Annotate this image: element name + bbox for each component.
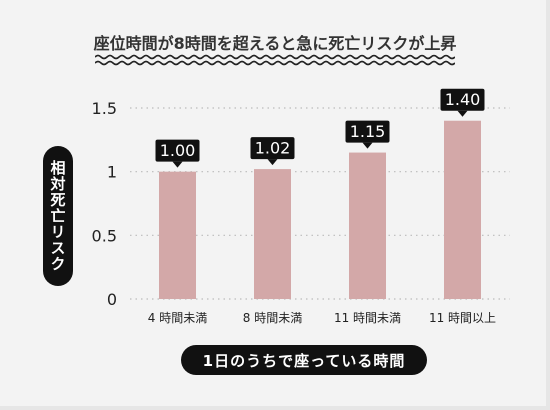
y-tick-label: 1.5 [92, 99, 117, 118]
wavy-divider [95, 54, 455, 66]
y-tick-label: 0.5 [92, 226, 117, 245]
y-axis-label-text: 相対死亡リスク [48, 160, 67, 272]
value-label-box [155, 139, 200, 162]
x-tick-label: 11 時間以上 [429, 311, 496, 325]
y-tick-label: 1 [107, 163, 117, 182]
bar [349, 152, 386, 299]
value-label: 1.40 [445, 90, 481, 109]
value-label-pointer [362, 142, 373, 149]
y-tick-label: 0 [107, 290, 117, 309]
value-label: 1.00 [160, 141, 196, 160]
value-label: 1.15 [350, 122, 386, 141]
value-label-box [440, 88, 485, 111]
x-tick-label: 11 時間未満 [334, 311, 401, 325]
value-label-pointer [457, 110, 468, 117]
y-axis-label: 相対死亡リスク [43, 146, 73, 286]
value-label-box [345, 120, 390, 143]
bar [444, 120, 481, 299]
x-axis-label: 1日のうちで座っている時間 [181, 345, 427, 375]
value-label-pointer [172, 161, 183, 168]
value-label-box [250, 137, 295, 160]
chart-title: 座位時間が8時間を超えると急に死亡リスクが上昇 [93, 34, 457, 53]
x-tick-label: 4 時間未満 [148, 311, 207, 325]
bar [254, 169, 291, 299]
value-label-pointer [267, 159, 278, 166]
bar [159, 171, 196, 299]
value-label: 1.02 [255, 139, 291, 158]
x-tick-label: 8 時間未満 [243, 311, 302, 325]
